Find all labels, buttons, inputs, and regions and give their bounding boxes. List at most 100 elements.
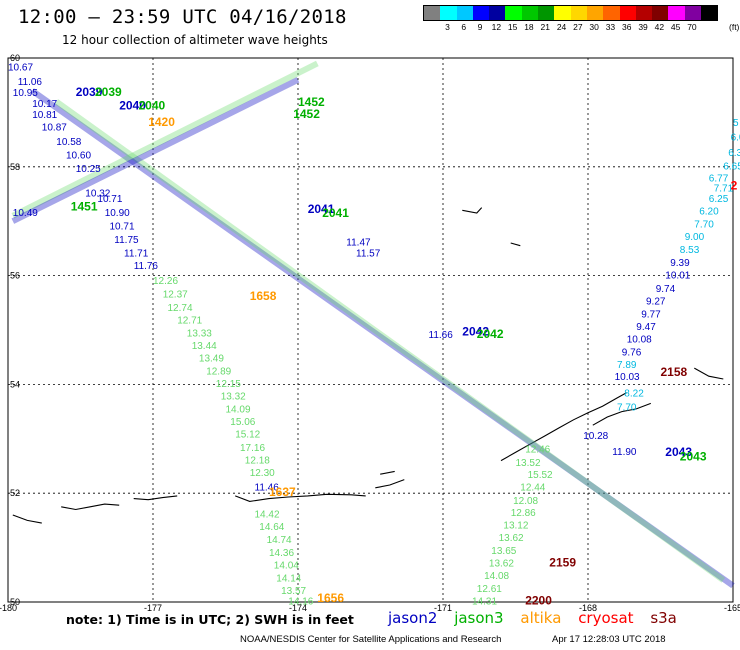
map-grid bbox=[7, 57, 734, 603]
pass-time-label: 2 bbox=[731, 179, 738, 193]
wave-label-jason3: 13.33 bbox=[187, 329, 212, 340]
color-scale-label: 3 bbox=[445, 22, 450, 32]
wave-label-jason3: 13.49 bbox=[199, 354, 224, 365]
wave-label-jason2: 10.03 bbox=[615, 372, 640, 383]
island-outline bbox=[510, 242, 521, 247]
color-scale-label: 6 bbox=[461, 22, 467, 32]
color-scale-label: 39 bbox=[638, 22, 648, 32]
wave-label-jason2: 11.46 bbox=[255, 483, 280, 494]
wave-label-jason2: 10.58 bbox=[56, 137, 81, 148]
x-tick-label: -171 bbox=[434, 603, 452, 613]
wave-label-jason2: 11.57 bbox=[356, 249, 381, 260]
island-outline bbox=[380, 470, 395, 475]
wave-label-jason2: 10.01 bbox=[665, 270, 690, 281]
pass-time-label: 1420 bbox=[148, 115, 175, 129]
pass-time-label: 2043 bbox=[680, 450, 707, 464]
wave-label-jason3: 13.62 bbox=[499, 533, 524, 544]
pass-time-label: 1452 bbox=[293, 107, 320, 121]
color-swatch bbox=[619, 6, 636, 20]
color-scale-label: 42 bbox=[654, 22, 665, 32]
color-scale-bar bbox=[423, 5, 719, 21]
wave-label-jason2: 10.81 bbox=[32, 110, 57, 121]
legend-altika: altika bbox=[520, 609, 562, 627]
pass-time-label: 2041 bbox=[322, 206, 349, 220]
map-title: 12:00 – 23:59 UTC 04/16/2018 bbox=[18, 6, 347, 28]
x-tick-label: -168 bbox=[579, 603, 597, 613]
island-outline bbox=[375, 479, 405, 489]
wave-label-jason3: 12.71 bbox=[177, 316, 202, 327]
color-swatch bbox=[603, 6, 620, 20]
y-tick-label: 54 bbox=[10, 379, 20, 389]
color-scale-label: 30 bbox=[589, 22, 599, 32]
wave-label-jason3: 12.46 bbox=[525, 444, 550, 455]
pass-time-label: 2041 bbox=[308, 202, 335, 216]
island-outline bbox=[235, 493, 366, 502]
pass-time-label: 1452 bbox=[298, 95, 325, 109]
island-outline bbox=[694, 367, 724, 380]
color-scale-label: 9 bbox=[477, 22, 483, 32]
island-outline bbox=[12, 514, 42, 524]
wave-label-jason2: 10.32 bbox=[85, 189, 110, 200]
island-outline bbox=[462, 207, 483, 214]
legend-s3a: s3a bbox=[650, 609, 677, 627]
wave-label-cyan: 7.70 bbox=[617, 403, 637, 414]
wave-label-cyan: 7.70 bbox=[694, 220, 714, 231]
color-scale-label: 21 bbox=[540, 22, 550, 32]
wave-label-jason2: 10.28 bbox=[583, 431, 608, 442]
wave-label-jason3: 12.61 bbox=[477, 584, 502, 595]
wave-label-jason2: 9.39 bbox=[670, 258, 690, 269]
wave-label-jason3: 14.09 bbox=[226, 405, 251, 416]
color-swatch bbox=[668, 6, 685, 20]
wave-label-cyan: 8.22 bbox=[624, 388, 644, 399]
wave-label-jason2: 11.47 bbox=[346, 238, 371, 249]
wave-label-jason2: 10.60 bbox=[66, 151, 91, 162]
wave-label-jason3: 13.44 bbox=[192, 341, 217, 352]
wave-label-jason2: 9.27 bbox=[646, 296, 666, 307]
wave-label-cyan: 6.20 bbox=[699, 207, 719, 218]
legend-cryosat: cryosat bbox=[578, 609, 634, 627]
wave-label-jason2: 9.74 bbox=[656, 284, 676, 295]
pass-time-label: 2039 bbox=[76, 85, 103, 99]
y-tick-label: 56 bbox=[10, 271, 20, 281]
wave-label-cyan: 6.0 bbox=[731, 133, 740, 144]
x-tick-label: -177 bbox=[144, 603, 162, 613]
wave-label-jason3: 14.16 bbox=[288, 597, 313, 608]
wave-label-jason3: 14.04 bbox=[274, 560, 299, 571]
wave-label-cyan: 6.65 bbox=[723, 162, 740, 173]
wave-label-jason3: 12.74 bbox=[168, 303, 193, 314]
x-tick-label: -174 bbox=[289, 603, 307, 613]
wave-label-jason2: 10.71 bbox=[97, 194, 122, 205]
legend-jason2: jason2 bbox=[388, 609, 438, 627]
satellite-tracks bbox=[11, 60, 735, 589]
wave-label-jason3: 13.32 bbox=[221, 392, 246, 403]
pass-time-label: 2040 bbox=[119, 99, 146, 113]
wave-label-jason3: 14.64 bbox=[259, 522, 284, 533]
map-frame bbox=[7, 57, 734, 603]
wave-label-cyan: 9.00 bbox=[685, 232, 705, 243]
wave-label-jason3: 15.12 bbox=[235, 430, 260, 441]
color-swatch bbox=[472, 6, 490, 20]
color-swatch bbox=[424, 6, 441, 20]
color-swatch bbox=[440, 6, 457, 20]
color-swatch bbox=[538, 6, 555, 20]
pass-time-label: 2042 bbox=[462, 324, 489, 338]
wave-label-jason3: 12.86 bbox=[511, 508, 536, 519]
map-subtitle: 12 hour collection of altimeter wave hei… bbox=[62, 33, 328, 47]
wave-label-jason3: 15.06 bbox=[230, 417, 255, 428]
wave-label-jason3: 12.37 bbox=[163, 289, 188, 300]
pass-time-label: 2042 bbox=[477, 327, 504, 341]
wave-label-cyan: 6.25 bbox=[709, 194, 729, 205]
footer-credit: NOAA/NESDIS Center for Satellite Applica… bbox=[240, 634, 502, 645]
color-swatch bbox=[456, 6, 473, 20]
color-swatch bbox=[586, 6, 604, 20]
color-scale-label: 15 bbox=[507, 22, 518, 32]
color-swatch bbox=[505, 6, 522, 20]
color-swatch bbox=[684, 6, 702, 20]
wave-label-jason3: 12.44 bbox=[520, 483, 545, 494]
pass-time-label: 1656 bbox=[317, 591, 344, 605]
wave-label-jason3: 17.16 bbox=[240, 443, 265, 454]
pass-time-label: 1658 bbox=[250, 289, 277, 303]
pass-time-label: 2159 bbox=[549, 556, 576, 570]
wave-label-jason2: 11.90 bbox=[612, 447, 637, 458]
color-scale-label: 24 bbox=[556, 22, 567, 32]
